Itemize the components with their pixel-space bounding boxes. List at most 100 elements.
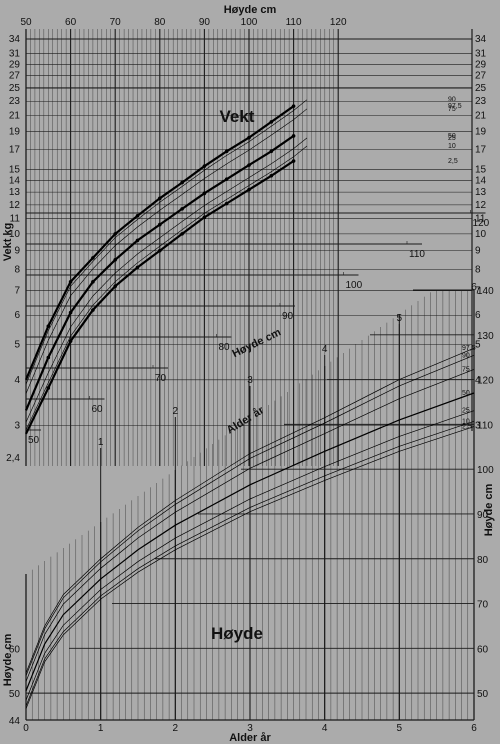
height-tick-label-right: 100 xyxy=(477,465,494,476)
weight-tick-label-left: 27 xyxy=(9,71,21,82)
diagonal-height-tick-label: 60 xyxy=(92,404,104,415)
weight-tick-label-left: 2,4 xyxy=(6,453,20,464)
weight-y-axis-title: Vekt kg xyxy=(2,223,14,262)
height-percentile-curve xyxy=(25,392,475,692)
weight-tick-label-left: 17 xyxy=(9,144,21,155)
weight-data-point xyxy=(180,207,184,211)
weight-tick-label-left: 4 xyxy=(14,375,20,386)
diagonal-age-tick-label: 2 xyxy=(173,406,179,417)
weight-tick-label-left: 34 xyxy=(9,34,21,45)
weight-data-point xyxy=(291,134,296,138)
weight-tick-label-left: 6 xyxy=(14,310,20,321)
height-percentile-curve xyxy=(25,426,475,709)
height-tick-label-left: 60 xyxy=(9,644,21,655)
weight-tick-label-left: 11 xyxy=(10,214,21,225)
weight-tick-label-right: 9 xyxy=(475,246,481,257)
weight-tick-label-right: 12 xyxy=(475,200,487,211)
weight-data-point xyxy=(291,159,296,163)
weight-percentile-curve xyxy=(25,137,308,423)
weight-tick-label-right: 7 xyxy=(475,286,481,297)
weight-tick-label-left: 9 xyxy=(14,246,20,257)
height-percentile-curve xyxy=(25,420,475,707)
age-tick-label: 0 xyxy=(23,723,29,734)
weight-data-point xyxy=(68,339,73,343)
weight-percentile-label: 90 xyxy=(448,97,456,104)
weight-tick-label-right: 29 xyxy=(475,59,487,70)
weight-data-point xyxy=(202,191,207,196)
diagonal-height-tick-label: 50 xyxy=(28,435,40,446)
weight-data-point xyxy=(91,308,95,312)
weight-data-point xyxy=(158,222,162,227)
weight-tick-label-left: 10 xyxy=(9,229,21,240)
height-percentile-label: 2,5 xyxy=(462,424,472,431)
weight-data-point xyxy=(46,386,51,390)
percentile-curves xyxy=(24,99,475,709)
height-tick-label-left: 44 xyxy=(9,716,21,727)
weight-chart-title: Vekt xyxy=(220,107,255,126)
top-axis-tick-label: 80 xyxy=(154,17,166,28)
weight-data-point xyxy=(247,187,251,192)
weight-tick-label-right: 8 xyxy=(475,264,481,275)
top-axis-tick-label: 90 xyxy=(199,17,211,28)
age-tick-label: 6 xyxy=(471,723,477,734)
top-axis-tick-label: 70 xyxy=(110,17,122,28)
weight-data-point xyxy=(135,214,140,218)
weight-data-point xyxy=(46,324,51,329)
weight-percentile-label: 25 xyxy=(448,135,456,142)
weight-tick-label-right: 19 xyxy=(475,127,487,138)
weight-data-point xyxy=(158,248,162,253)
height-tick-label-right: 80 xyxy=(477,555,489,566)
diagonal-height-tick-label: 70 xyxy=(155,373,167,384)
weight-tick-label-right: 10 xyxy=(475,229,487,240)
weight-tick-label-right: 31 xyxy=(475,49,487,60)
height-percentile-curve xyxy=(25,410,475,701)
weight-tick-label-left: 25 xyxy=(9,83,21,94)
weight-tick-label-left: 7 xyxy=(14,286,20,297)
weight-tick-label-left: 13 xyxy=(9,187,21,198)
diagonal-height-tick-label: 100 xyxy=(346,280,363,291)
weight-percentile-curve xyxy=(25,108,308,394)
height-tick-label-right: 130 xyxy=(477,331,494,342)
weight-data-point xyxy=(202,215,207,220)
height-chart-title: Høyde xyxy=(211,624,263,643)
weight-data-point xyxy=(113,257,117,262)
diagonal-height-tick-label: 110 xyxy=(409,249,425,260)
weight-tick-label-right: 34 xyxy=(475,34,487,45)
weight-tick-label-left: 14 xyxy=(9,175,21,186)
weight-data-point xyxy=(158,196,162,201)
weight-data-point xyxy=(135,238,140,243)
height-percentile-curve xyxy=(25,369,475,682)
weight-tick-label-right: 27 xyxy=(475,71,487,82)
bottom-axis-title: Alder år xyxy=(229,732,271,744)
age-tick-label: 2 xyxy=(173,723,179,734)
grid-lines xyxy=(25,29,486,721)
diagonal-age-tick-label: 5 xyxy=(397,313,403,324)
weight-tick-label-left: 29 xyxy=(9,59,21,70)
height-tick-label-left: 50 xyxy=(9,689,21,700)
weight-data-point xyxy=(113,284,117,288)
height-percentile-label: 90 xyxy=(462,352,470,359)
weight-tick-label-right: 23 xyxy=(475,96,487,107)
weight-tick-label-right: 13 xyxy=(475,187,487,198)
top-axis-tick-label: 120 xyxy=(330,17,347,28)
age-tick-label: 4 xyxy=(322,723,328,734)
weight-percentile-label: 97,5 xyxy=(448,103,462,110)
tick-labels: 50 60 70 80 90 100 110 1202,4345678910111213141… xyxy=(6,17,494,734)
weight-tick-label-left: 21 xyxy=(9,111,21,122)
height-percentile-label: 50 xyxy=(462,390,470,397)
weight-tick-label-left: 8 xyxy=(14,264,20,275)
top-axis-tick-label: 100 xyxy=(241,17,258,28)
height-percentile-curve xyxy=(25,354,475,676)
height-percentile-curve xyxy=(25,347,475,674)
diagonal-age-tick-label: 1 xyxy=(98,437,104,448)
weight-percentile-label: 75 xyxy=(448,106,456,113)
top-axis-title: Høyde cm xyxy=(224,4,277,16)
top-axis-tick-label: 50 xyxy=(20,17,32,28)
diagonal-height-tick-label: 120 xyxy=(473,218,490,229)
weight-data-point xyxy=(113,232,117,236)
weight-data-point xyxy=(224,201,229,206)
weight-tick-label-left: 15 xyxy=(9,164,21,175)
top-axis-tick-label: 60 xyxy=(65,17,77,28)
height-y-axis-title-right: Høyde cm xyxy=(483,483,495,536)
weight-tick-label-right: 17 xyxy=(475,144,487,155)
